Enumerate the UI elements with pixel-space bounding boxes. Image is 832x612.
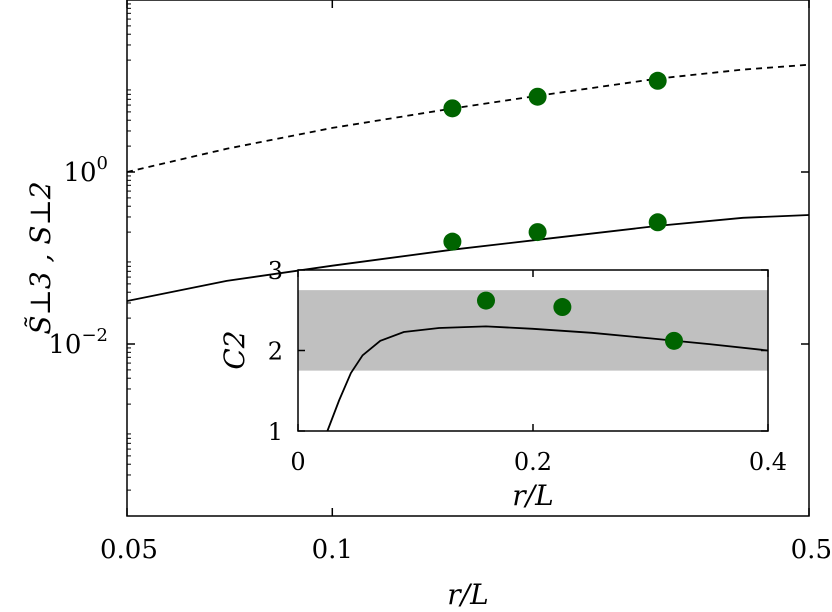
- main-x-tick-label: 0.05: [100, 535, 158, 565]
- inset-x-tick-label: 0: [290, 448, 305, 476]
- main-x-tick-label: 0.1: [312, 535, 353, 565]
- main-curve-solid: [126, 214, 810, 302]
- inset-y-tick-label: 1: [268, 418, 283, 446]
- inset-y-tick-label: 2: [268, 338, 283, 366]
- inset-points: [477, 291, 683, 350]
- inset-x-tick-label: 0.4: [749, 448, 787, 476]
- main-data-point: [648, 71, 667, 90]
- main-data-point: [528, 223, 547, 242]
- main-y-axis-label: S̃⊥3 , S⊥2: [24, 181, 57, 334]
- main-curve-dashed: [126, 63, 810, 173]
- inset-shaded-band: [298, 290, 768, 371]
- inset-x-axis-label: r/L: [512, 479, 553, 512]
- main-x-axis-label: r/L: [447, 578, 488, 611]
- inset-data-point: [553, 298, 572, 317]
- main-data-point: [528, 87, 547, 106]
- inset-data-point: [477, 291, 495, 310]
- inset-curve-line: [326, 325, 769, 432]
- main-y-tick-label: 100: [63, 153, 108, 188]
- inset-data-point: [665, 331, 683, 350]
- main-data-point: [443, 99, 462, 118]
- main-points: [443, 71, 667, 251]
- main-x-ticks: 0.05 0.1 0.5: [100, 0, 832, 565]
- inset-y-ticks: 1 2 3: [268, 257, 768, 446]
- inset-y-axis-label: C2: [218, 330, 251, 369]
- main-data-point: [443, 232, 462, 251]
- main-curves: [126, 63, 810, 302]
- main-data-point: [648, 213, 667, 232]
- inset-x-tick-label: 0.2: [514, 448, 552, 476]
- main-plot-frame: [126, 0, 810, 517]
- main-x-tick-label: 0.5: [791, 535, 832, 565]
- inset-y-tick-label: 3: [268, 257, 283, 285]
- inset-x-ticks: 0 0.2 0.4: [290, 270, 787, 476]
- inset-curve: [326, 325, 769, 432]
- main-y-tick-label: 10−2: [48, 325, 108, 360]
